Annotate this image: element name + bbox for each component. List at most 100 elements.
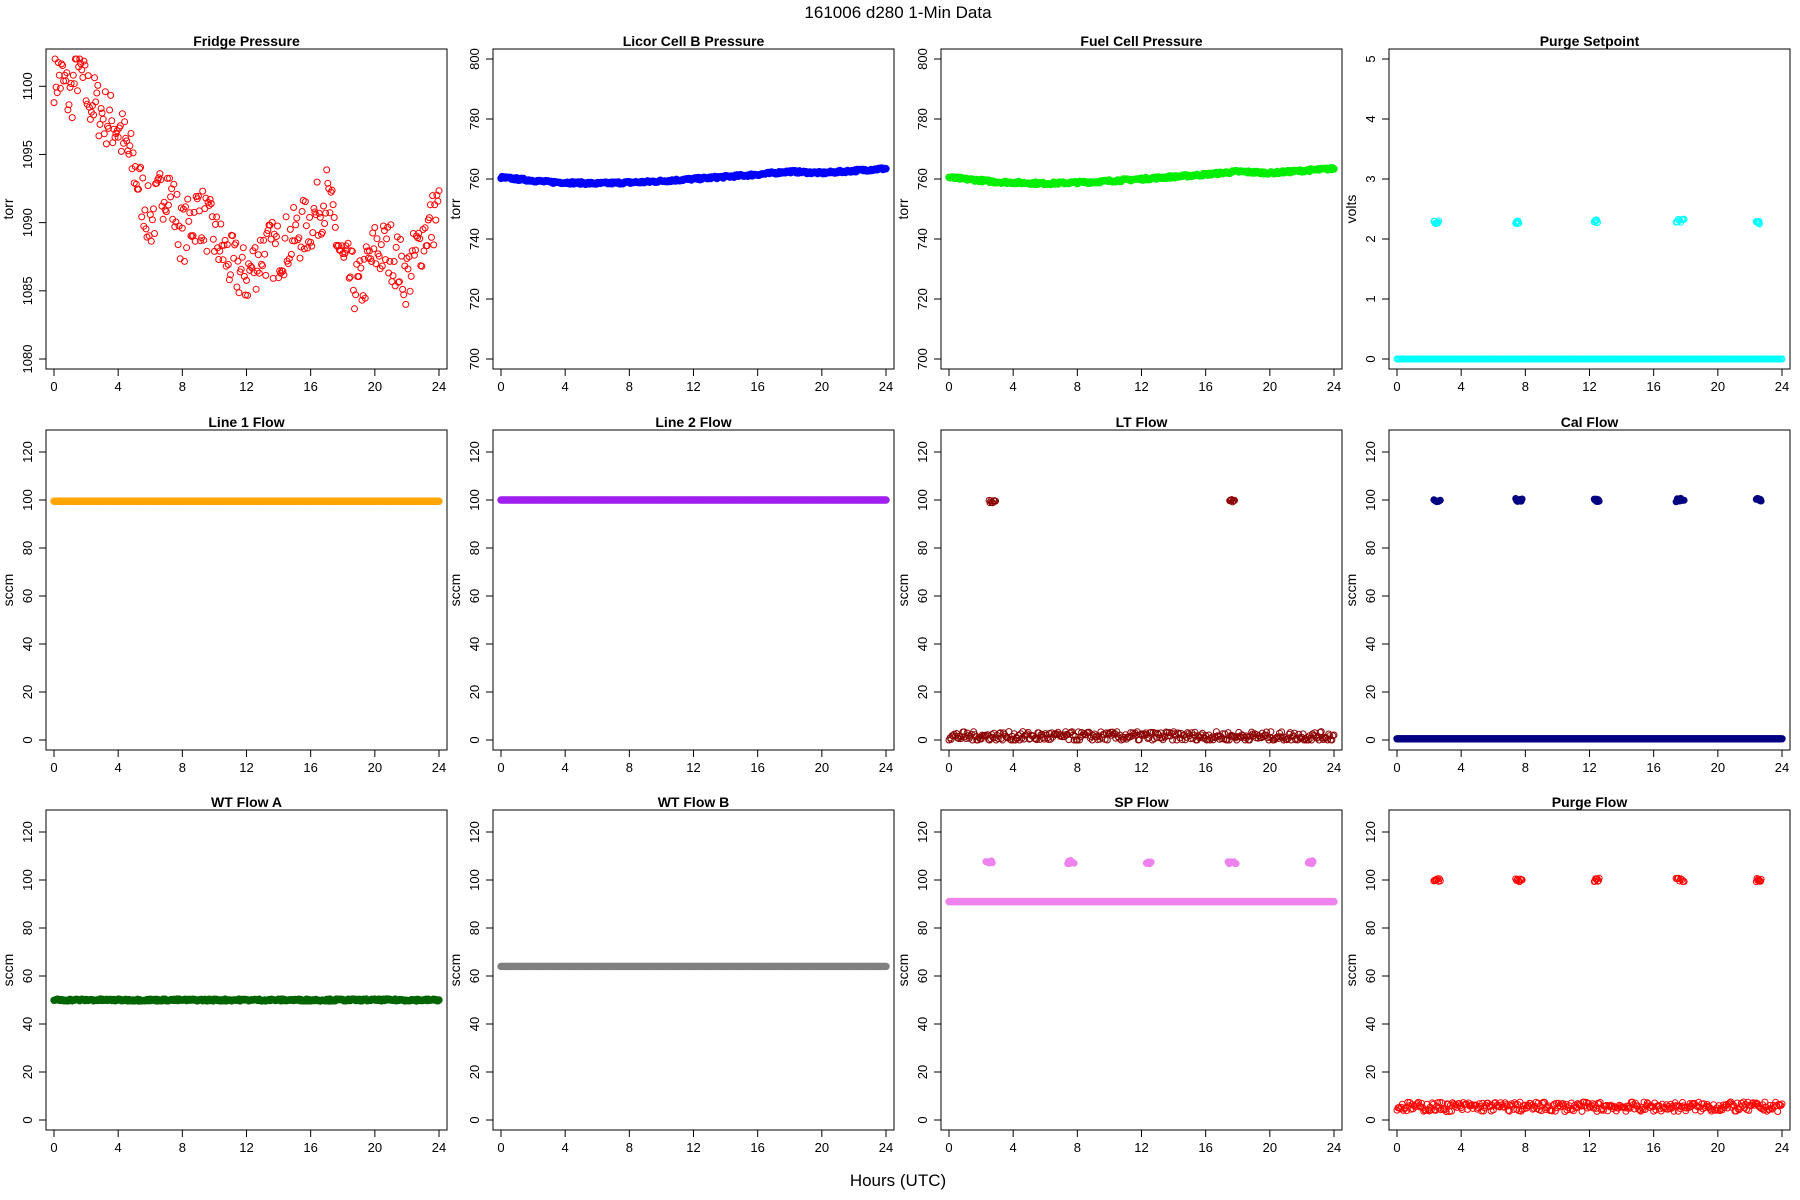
data-point <box>107 91 115 99</box>
data-point <box>412 246 419 254</box>
data-point <box>90 111 98 119</box>
x-tick-label: 24 <box>879 1140 893 1155</box>
data-point <box>207 200 215 208</box>
data-point <box>316 213 324 221</box>
data-point <box>366 247 373 255</box>
y-tick-label: 60 <box>20 589 35 603</box>
data-point <box>271 240 279 248</box>
y-tick-label: 760 <box>915 168 930 190</box>
y-axis-label: sccm <box>0 954 16 987</box>
y-tick-label: 120 <box>467 821 482 843</box>
data-point <box>321 220 329 227</box>
data-point <box>223 241 231 249</box>
data-point <box>426 201 434 209</box>
y-tick-label: 100 <box>1363 489 1378 511</box>
data-point <box>114 133 122 141</box>
x-tick-label: 8 <box>1074 1140 1081 1155</box>
plot-frame <box>45 809 448 1131</box>
y-tick-label: 1090 <box>20 208 35 237</box>
data-point <box>416 235 424 243</box>
x-tick-label: 24 <box>1327 379 1341 394</box>
x-tick-label: 12 <box>1134 760 1148 775</box>
y-tick-label: 1095 <box>20 140 35 169</box>
data-point <box>320 202 327 210</box>
data-point <box>313 178 321 186</box>
data-point <box>330 214 338 221</box>
data-point <box>147 237 155 245</box>
data-point <box>200 236 208 244</box>
data-point <box>240 272 248 280</box>
data-point <box>59 62 67 69</box>
data-point <box>126 142 134 150</box>
y-tick-label: 0 <box>915 1116 930 1123</box>
data-point <box>76 55 84 63</box>
data-point <box>407 272 415 280</box>
x-tick-label: 20 <box>1711 1140 1725 1155</box>
event-point <box>1680 496 1688 504</box>
data-point <box>91 74 99 82</box>
data-point <box>260 236 268 244</box>
data-point <box>50 99 58 107</box>
plot-frame <box>940 48 1343 370</box>
data-point <box>164 201 172 209</box>
x-tick-label: 24 <box>432 379 446 394</box>
panel-title: LT Flow <box>1116 414 1168 430</box>
y-tick-label: 60 <box>915 969 930 983</box>
y-tick-label: 80 <box>467 541 482 555</box>
y-tick-label: 800 <box>467 48 482 70</box>
data-point <box>62 77 70 85</box>
data-point <box>167 193 175 201</box>
figure-title: 161006 d280 1-Min Data <box>804 3 992 22</box>
event-point <box>988 859 996 867</box>
data-point <box>173 190 181 198</box>
x-tick-label: 24 <box>1775 379 1789 394</box>
data-point <box>201 205 209 213</box>
data-point <box>220 241 228 249</box>
data-point <box>402 300 410 308</box>
series-points <box>50 497 443 505</box>
data-point <box>262 271 270 279</box>
data-point <box>256 236 264 244</box>
data-point <box>345 274 353 282</box>
data-point <box>184 195 192 203</box>
y-tick-label: 80 <box>1363 541 1378 555</box>
data-point <box>65 101 73 109</box>
x-tick-label: 4 <box>115 379 122 394</box>
y-tick-label: 20 <box>20 1065 35 1079</box>
data-point <box>328 186 336 194</box>
data-point <box>399 285 407 293</box>
series-points <box>497 496 890 504</box>
x-tick-label: 12 <box>1582 760 1596 775</box>
event-point <box>1757 497 1765 505</box>
data-point <box>97 105 105 112</box>
y-tick-label: 20 <box>467 1065 482 1079</box>
data-point <box>215 256 223 263</box>
data-point <box>101 88 109 96</box>
data-point <box>58 60 65 68</box>
x-tick-label: 8 <box>626 1140 633 1155</box>
data-point <box>378 262 386 270</box>
y-tick-label: 120 <box>467 441 482 463</box>
y-tick-label: 0 <box>467 1116 482 1123</box>
data-point <box>232 239 240 247</box>
x-tick-label: 12 <box>239 760 253 775</box>
data-point <box>300 245 308 253</box>
data-point <box>292 221 300 229</box>
data-point <box>55 71 63 79</box>
data-point <box>361 294 369 302</box>
y-tick-label: 720 <box>915 288 930 310</box>
data-point <box>219 256 227 264</box>
data-point <box>289 237 296 245</box>
data-point <box>338 242 346 250</box>
x-tick-label: 16 <box>1646 1140 1660 1155</box>
data-point <box>138 213 146 221</box>
x-tick-label: 8 <box>1522 1140 1529 1155</box>
data-point <box>235 289 243 297</box>
y-tick-label: 80 <box>467 921 482 935</box>
x-tick-label: 4 <box>1458 760 1465 775</box>
x-tick-label: 0 <box>497 760 504 775</box>
data-point <box>166 174 173 182</box>
